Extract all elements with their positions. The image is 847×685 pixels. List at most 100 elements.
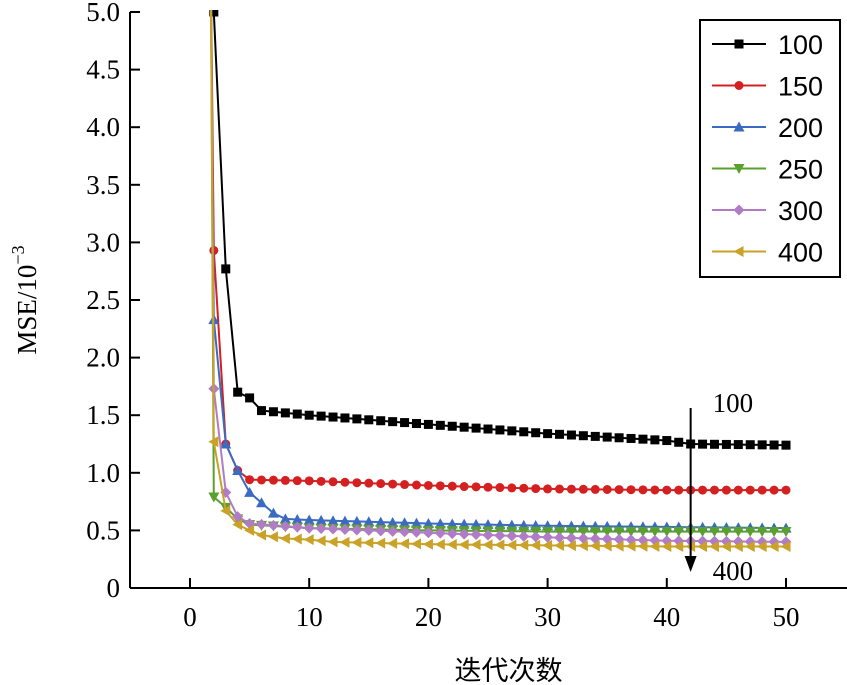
data-point-100 [459, 422, 469, 432]
data-point-200 [339, 515, 351, 526]
data-point-300 [577, 532, 589, 544]
annotation-bottom-label: 400 [713, 556, 754, 586]
data-point-100 [304, 410, 314, 420]
data-point-100 [388, 417, 398, 427]
data-point-300 [315, 523, 327, 535]
data-point-200 [267, 507, 279, 518]
data-point-300 [327, 523, 339, 535]
data-point-100 [662, 436, 672, 446]
data-point-400 [768, 541, 779, 553]
data-point-200 [446, 518, 458, 529]
data-point-200 [422, 517, 434, 528]
data-point-150 [304, 476, 314, 486]
data-point-150 [376, 479, 386, 489]
data-point-300 [267, 519, 279, 531]
data-point-300 [375, 525, 387, 537]
y-tick-label: 2.0 [86, 343, 120, 373]
data-point-150 [257, 475, 267, 485]
data-point-100 [280, 408, 290, 418]
legend-marker [733, 204, 745, 216]
data-point-200 [256, 497, 268, 508]
data-point-400 [625, 540, 636, 552]
data-point-150 [423, 480, 433, 490]
data-point-400 [673, 541, 684, 553]
data-point-100 [352, 414, 362, 424]
data-point-100 [555, 429, 565, 439]
legend-item-200: 200 [712, 113, 823, 143]
data-point-100 [233, 387, 243, 397]
data-point-300 [422, 527, 434, 539]
data-point-100 [519, 427, 529, 437]
data-point-400 [518, 539, 529, 551]
data-point-250 [708, 527, 720, 538]
data-point-300 [530, 531, 542, 543]
y-tick-label: 4.0 [86, 112, 120, 142]
data-point-400 [601, 540, 612, 552]
data-point-100 [411, 418, 421, 428]
data-point-150 [459, 482, 469, 492]
data-point-100 [733, 440, 743, 450]
data-point-250 [637, 527, 649, 538]
data-point-100 [674, 437, 684, 447]
data-point-200 [303, 514, 315, 525]
data-point-400 [720, 541, 731, 553]
data-point-150 [435, 481, 445, 491]
data-point-100 [483, 424, 493, 434]
data-point-250 [697, 527, 709, 538]
data-point-100 [614, 433, 624, 443]
legend-label: 100 [778, 30, 823, 60]
data-point-150 [483, 482, 493, 492]
data-point-150 [388, 479, 398, 489]
data-point-100 [316, 411, 326, 421]
legend-label: 200 [778, 113, 823, 143]
data-point-150 [674, 485, 684, 495]
data-point-250 [649, 527, 661, 538]
data-point-400 [565, 540, 576, 552]
data-point-250 [554, 527, 566, 538]
data-point-300 [399, 526, 411, 538]
data-point-250 [601, 527, 613, 538]
data-point-150 [721, 485, 731, 495]
y-tick-label: 3.0 [86, 227, 120, 257]
data-point-400 [637, 540, 648, 552]
data-point-400 [530, 539, 541, 551]
legend-item-400: 400 [712, 238, 823, 268]
y-tick-label: 5.0 [86, 0, 120, 27]
data-point-200 [399, 517, 411, 528]
data-point-100 [781, 440, 791, 450]
data-point-400 [291, 533, 302, 545]
data-point-400 [649, 540, 660, 552]
data-point-100 [340, 413, 350, 423]
data-point-400 [744, 541, 755, 553]
data-point-150 [400, 480, 410, 490]
data-point-150 [471, 482, 481, 492]
data-point-100 [471, 423, 481, 433]
data-point-300 [506, 530, 518, 542]
legend-item-100: 100 [712, 30, 823, 60]
data-point-400 [256, 529, 267, 541]
data-point-400 [351, 536, 362, 548]
data-point-200 [315, 514, 327, 525]
data-point-250 [577, 527, 589, 538]
data-point-400 [589, 540, 600, 552]
data-point-400 [208, 436, 219, 448]
y-axis-title-main: MSE/10 [12, 265, 42, 355]
data-point-200 [458, 518, 470, 529]
y-tick-label: 0.5 [86, 515, 120, 545]
data-point-150 [555, 484, 565, 494]
x-tick-label: 50 [773, 602, 800, 632]
data-point-400 [482, 539, 493, 551]
data-point-400 [279, 532, 290, 544]
annotation-arrow-head [684, 556, 697, 572]
data-point-150 [543, 484, 553, 494]
data-point-250 [732, 527, 744, 538]
data-point-400 [387, 537, 398, 549]
data-point-250 [780, 527, 792, 538]
data-point-150 [698, 485, 708, 495]
data-point-250 [565, 527, 577, 538]
data-point-250 [768, 527, 780, 538]
data-point-150 [328, 477, 338, 487]
data-point-300 [434, 527, 446, 539]
data-point-150 [733, 485, 743, 495]
